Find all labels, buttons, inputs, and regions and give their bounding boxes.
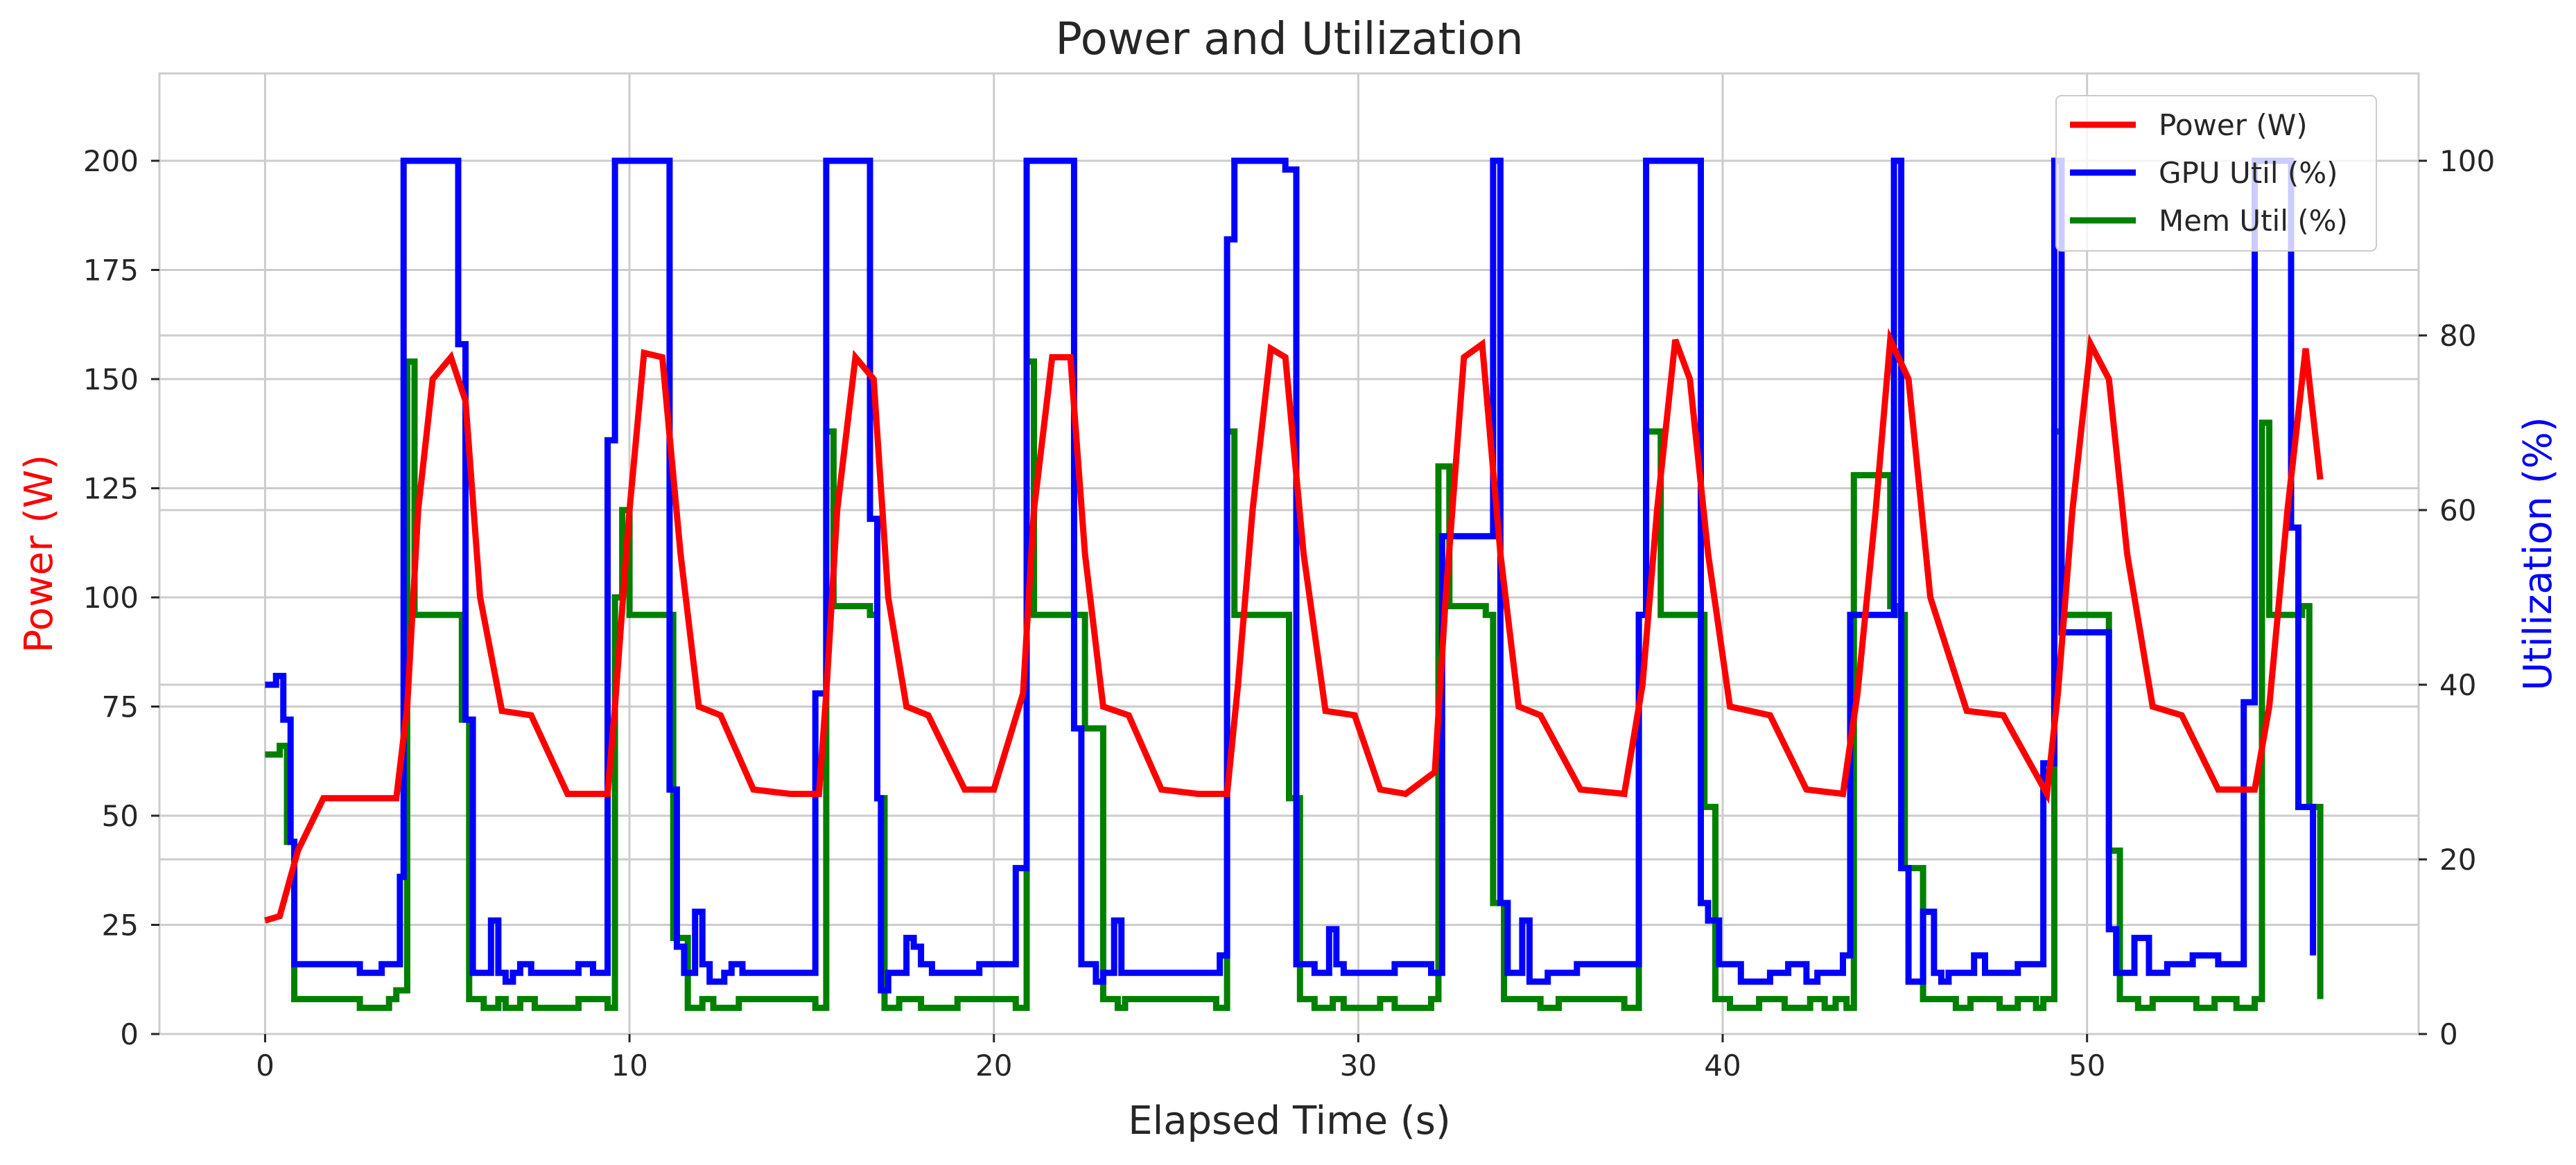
series-line-mem (265, 358, 2324, 1011)
x-tick-label: 10 (611, 1049, 647, 1083)
y-axis-label: Power (W) (17, 455, 62, 653)
y2-axis-label: Utilization (%) (2516, 417, 2561, 690)
y2-tick-label: 40 (2439, 668, 2476, 702)
legend-label-power: Power (W) (2159, 108, 2308, 142)
legend: Power (W) GPU Util (%) Mem Util (%) (2055, 95, 2377, 252)
y2-tick-label: 60 (2439, 493, 2476, 527)
y-tick-label: 0 (120, 1017, 139, 1051)
x-tick-label: 30 (1340, 1049, 1377, 1083)
y2-tick-label: 0 (2439, 1017, 2458, 1051)
x-tick-label: 0 (256, 1049, 275, 1083)
y-tick-label: 50 (102, 799, 139, 833)
ticks: 0 10 20 30 40 50 0 25 50 75 100 125 150 175 200 0 20 40 60… (83, 144, 2495, 1083)
x-axis-label: Elapsed Time (s) (1128, 1098, 1451, 1144)
legend-label-gpu: GPU Util (%) (2159, 156, 2338, 190)
series-line-power (264, 328, 2324, 924)
y-tick-label: 75 (102, 690, 139, 724)
x-tick-label: 20 (975, 1049, 1012, 1083)
y-tick-label: 150 (83, 362, 139, 396)
y2-tick-label: 20 (2439, 843, 2476, 877)
y-tick-label: 25 (102, 909, 139, 943)
x-tick-label: 50 (2069, 1049, 2105, 1083)
y-tick-label: 175 (83, 254, 139, 288)
x-tick-label: 40 (1704, 1049, 1741, 1083)
y-tick-label: 100 (83, 581, 139, 615)
y-tick-label: 200 (83, 144, 139, 178)
series-lines (264, 157, 2324, 1011)
chart-title: Power and Utilization (1055, 14, 1523, 65)
y2-tick-label: 80 (2439, 319, 2476, 353)
y2-tick-label: 100 (2439, 144, 2495, 178)
legend-box (2055, 95, 2377, 252)
plot-frame (158, 72, 2420, 1035)
y-tick-label: 125 (83, 472, 139, 506)
legend-label-mem: Mem Util (%) (2159, 204, 2348, 238)
series-line-gpu (265, 157, 2317, 994)
